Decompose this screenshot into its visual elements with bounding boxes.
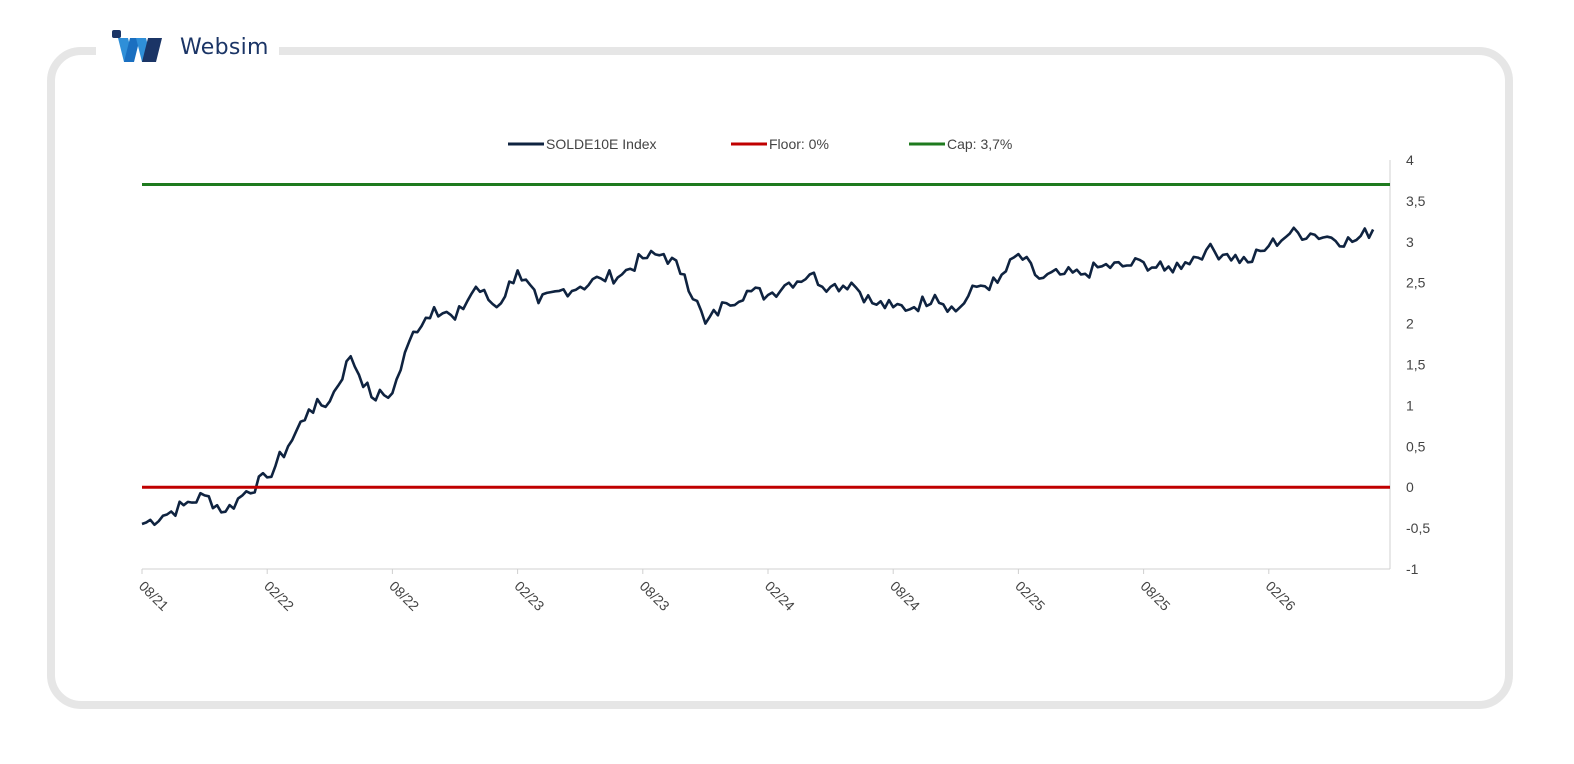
x-tick-label: 08/24 (887, 578, 923, 614)
y-tick-label: 0 (1406, 479, 1414, 495)
y-tick-label: 1,5 (1406, 357, 1426, 373)
websim-logo: Websim (96, 26, 279, 68)
x-tick-label: 08/22 (386, 578, 422, 614)
chart-legend: SOLDE10E Index Floor: 0% Cap: 3,7% (508, 136, 1012, 152)
y-tick-label: 2,5 (1406, 275, 1426, 291)
x-tick-label: 02/24 (762, 578, 798, 614)
y-tick-label: -0,5 (1406, 520, 1430, 536)
plot-area (141, 183, 1390, 527)
y-tick-label: 1 (1406, 397, 1414, 413)
x-tick-label: 02/25 (1012, 578, 1048, 614)
legend-label: SOLDE10E Index (546, 136, 657, 152)
x-tick-label: 08/25 (1137, 578, 1173, 614)
websim-logo-text: Websim (180, 34, 269, 60)
y-tick-label: 4 (1406, 152, 1414, 168)
websim-logo-icon (112, 30, 162, 62)
x-tick-label: 08/21 (136, 578, 172, 614)
x-tick-label: 02/23 (511, 578, 547, 614)
y-tick-label: -1 (1406, 561, 1419, 577)
chart-axes (142, 160, 1391, 570)
x-tick-label: 02/26 (1263, 578, 1299, 614)
y-axis-ticks: 4 3,5 3 2,5 2 1,5 1 0,5 0 -0,5 -1 (1406, 152, 1430, 577)
y-tick-label: 3 (1406, 234, 1414, 250)
y-tick-label: 3,5 (1406, 193, 1426, 209)
y-tick-label: 0,5 (1406, 438, 1426, 454)
chart-frame (47, 47, 1513, 709)
legend-label: Cap: 3,7% (947, 136, 1012, 152)
x-tick-label: 02/22 (261, 578, 297, 614)
legend-label: Floor: 0% (769, 136, 829, 152)
y-tick-label: 2 (1406, 316, 1414, 332)
x-axis-ticks: 08/21 02/22 08/22 02/23 08/23 02/24 08/24 02/25… (136, 569, 1299, 614)
series-line (141, 226, 1375, 527)
x-tick-label: 08/23 (637, 578, 673, 614)
